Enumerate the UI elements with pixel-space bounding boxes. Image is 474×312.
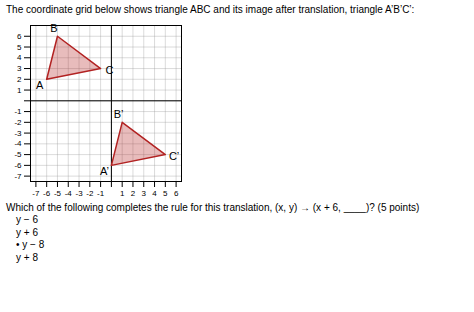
svg-text:B’: B’ — [114, 107, 124, 119]
svg-text:A: A — [36, 78, 44, 90]
svg-text:-7: -7 — [14, 171, 22, 180]
svg-text:-5: -5 — [14, 150, 22, 159]
svg-text:A’: A’ — [100, 164, 109, 176]
svg-text:C’: C’ — [169, 150, 179, 162]
html-text:y − 6: y − 6 — [16, 214, 38, 225]
html-text:Which of the following complet: Which of the following completes the rul… — [6, 201, 420, 213]
svg-text:-3: -3 — [75, 189, 83, 198]
svg-text:4: 4 — [17, 53, 22, 62]
svg-text:-2: -2 — [86, 189, 94, 198]
html-text:y + 6: y + 6 — [16, 226, 38, 238]
svg-text:-6: -6 — [14, 160, 22, 169]
svg-text:-2: -2 — [14, 117, 22, 126]
svg-text:5: 5 — [17, 42, 22, 51]
svg-text:-7: -7 — [32, 189, 40, 198]
svg-text:1: 1 — [17, 85, 22, 94]
svg-text:3: 3 — [142, 189, 147, 198]
html-text:The coordinate grid below show: The coordinate grid below shows triangle… — [6, 4, 415, 15]
svg-text:-3: -3 — [14, 128, 22, 137]
svg-text:-1: -1 — [14, 107, 22, 116]
html-text:y + 8: y + 8 — [16, 251, 38, 263]
svg-text:6: 6 — [174, 189, 179, 198]
svg-text:4: 4 — [152, 189, 157, 198]
svg-text:-1: -1 — [97, 189, 105, 198]
svg-text:5: 5 — [163, 189, 168, 198]
svg-text:6: 6 — [17, 31, 22, 40]
svg-text:C: C — [105, 64, 113, 76]
svg-text:2: 2 — [17, 74, 22, 83]
svg-text:2: 2 — [131, 189, 136, 198]
svg-text:1: 1 — [120, 189, 125, 198]
svg-text:3: 3 — [17, 64, 22, 73]
svg-text:-4: -4 — [14, 139, 22, 148]
svg-text:B: B — [50, 21, 57, 33]
html-text:• y − 8: • y − 8 — [16, 239, 45, 250]
svg-text:-5: -5 — [54, 189, 62, 198]
svg-text:-6: -6 — [43, 189, 51, 198]
svg-text:-4: -4 — [65, 189, 73, 198]
